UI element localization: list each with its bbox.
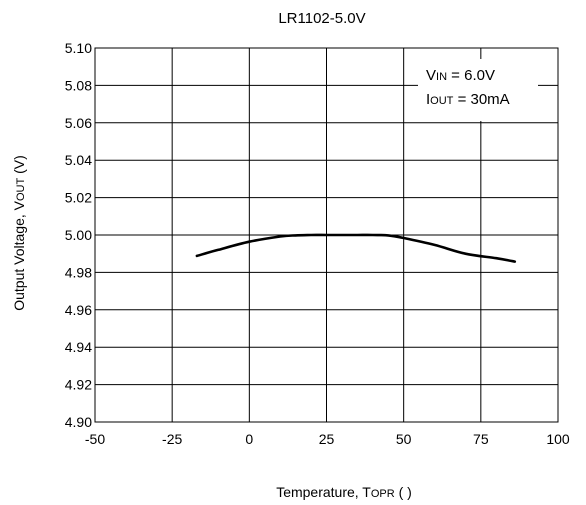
annotation-iout: IOUT = 30mA bbox=[426, 91, 510, 108]
y-axis-label: Output Voltage, VOUT (V) bbox=[11, 155, 27, 311]
x-tick-label: 100 bbox=[546, 431, 570, 447]
y-tick-label: 5.10 bbox=[65, 40, 92, 56]
y-tick-label: 4.96 bbox=[65, 302, 92, 318]
y-tick-label: 4.90 bbox=[65, 414, 92, 430]
annotation-box bbox=[418, 59, 538, 121]
y-tick-label: 5.08 bbox=[65, 77, 92, 93]
x-tick-labels: -50 -25 0 25 50 75 100 bbox=[85, 431, 570, 447]
y-tick-label: 5.00 bbox=[65, 227, 92, 243]
x-tick-label: -25 bbox=[162, 431, 182, 447]
x-axis-label: Temperature, TOPR ( ) bbox=[276, 484, 412, 500]
annotation-iout-main: I bbox=[426, 91, 430, 108]
y-tick-label: 5.04 bbox=[65, 152, 92, 168]
y-tick-labels: 4.90 4.92 4.94 4.96 4.98 5.00 5.02 5.04 5.06 5.08… bbox=[65, 40, 92, 430]
chart-title: LR1102-5.0V bbox=[278, 10, 365, 27]
x-tick-label: 50 bbox=[396, 431, 412, 447]
y-tick-label: 5.06 bbox=[65, 115, 92, 131]
y-axis-label-main: Output Voltage, V bbox=[11, 200, 27, 310]
annotation-vin-tail: = 6.0V bbox=[447, 67, 495, 84]
annotation-vin: VIN = 6.0V bbox=[426, 67, 495, 84]
x-axis-label-tail: ( ) bbox=[395, 484, 412, 500]
series-line bbox=[195, 233, 517, 263]
x-tick-label: -50 bbox=[85, 431, 105, 447]
x-tick-label: 0 bbox=[245, 431, 253, 447]
x-axis-label-main: Temperature, T bbox=[276, 484, 371, 500]
y-axis-label-tail: (V) bbox=[11, 155, 27, 178]
annotation-vin-sub: IN bbox=[436, 71, 447, 83]
annotation-iout-tail: = 30mA bbox=[453, 91, 509, 108]
y-tick-label: 4.92 bbox=[65, 377, 92, 393]
x-axis-label-sub: OPR bbox=[371, 488, 395, 500]
y-axis-label-sub: OUT bbox=[15, 178, 27, 202]
y-tick-label: 5.02 bbox=[65, 190, 92, 206]
annotation-vin-main: V bbox=[426, 67, 436, 84]
y-tick-label: 4.94 bbox=[65, 339, 92, 355]
y-tick-label: 4.98 bbox=[65, 264, 92, 280]
x-tick-label: 75 bbox=[473, 431, 489, 447]
annotation-iout-sub: OUT bbox=[430, 95, 454, 107]
plot-frame bbox=[94, 47, 559, 423]
x-tick-label: 25 bbox=[319, 431, 335, 447]
